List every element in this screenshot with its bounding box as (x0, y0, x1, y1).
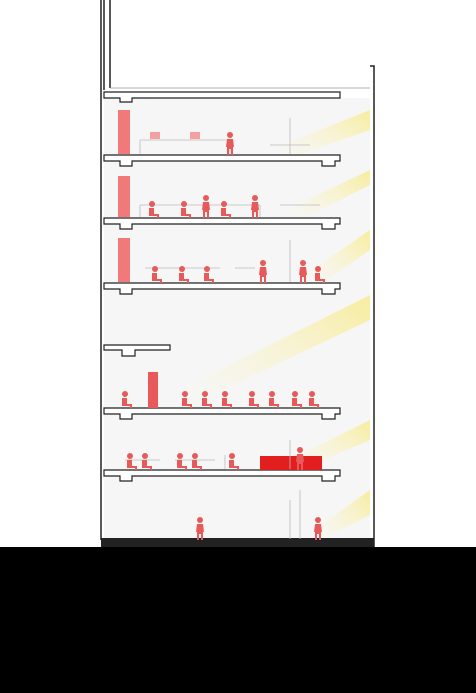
light-cones (140, 110, 370, 540)
people (122, 132, 325, 540)
walls (100, 0, 375, 548)
floor-slabs (101, 91, 374, 547)
shelving (118, 110, 322, 470)
ground (0, 547, 476, 693)
ground-slab (101, 538, 374, 547)
